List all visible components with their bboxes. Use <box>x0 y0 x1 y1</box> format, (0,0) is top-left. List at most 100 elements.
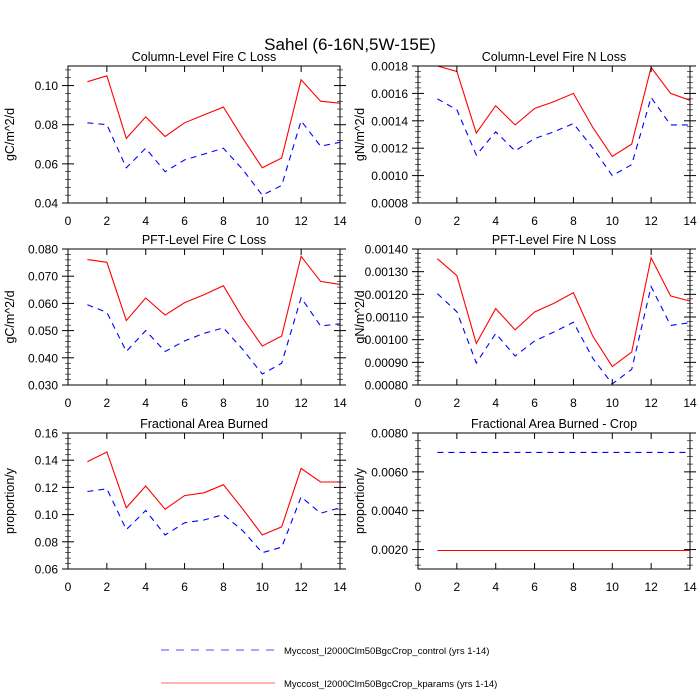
y-tick-label: 0.10 <box>35 79 59 93</box>
x-tick-label: 6 <box>531 396 538 410</box>
plot-frame <box>67 432 341 570</box>
y-axis-label: gC/m^2/d <box>3 108 17 161</box>
panel-title: Column-Level Fire C Loss <box>132 50 277 64</box>
x-tick-label: 6 <box>531 214 538 228</box>
x-tick-label: 10 <box>256 396 270 410</box>
y-tick-label: 0.0008 <box>371 197 408 211</box>
y-tick-label: 0.0060 <box>371 465 408 479</box>
panel-title: Fractional Area Burned <box>140 417 268 431</box>
x-tick-label: 2 <box>454 396 461 410</box>
x-tick-label: 2 <box>454 580 461 594</box>
panel-title: PFT-Level Fire N Loss <box>492 233 616 247</box>
legend-label-kparams: Myccost_I2000Clm50BgcCrop_kparams (yrs 1… <box>284 679 497 690</box>
legend: Myccost_I2000Clm50BgcCrop_control (yrs 1… <box>161 646 497 690</box>
y-tick-label: 0.0080 <box>371 427 408 441</box>
x-tick-label: 12 <box>294 214 308 228</box>
series-line-kparams <box>87 75 341 169</box>
x-tick-label: 8 <box>220 580 227 594</box>
x-tick-label: 14 <box>333 214 347 228</box>
y-tick-label: 0.0020 <box>371 543 408 557</box>
x-tick-label: 10 <box>606 214 620 228</box>
panel-3: 0 2 4 6 8 10 12 14 0.00080 0.00090 0.00100 0.00110 0… <box>353 233 697 410</box>
x-tick-label: 0 <box>65 580 72 594</box>
series-line-kparams <box>87 451 340 536</box>
x-tick-label: 4 <box>492 214 499 228</box>
x-tick-label: 4 <box>142 396 149 410</box>
y-tick-label: 0.00100 <box>365 333 409 347</box>
x-tick-label: 12 <box>644 396 658 410</box>
x-tick-label: 2 <box>454 214 461 228</box>
y-tick-label: 0.12 <box>35 481 59 495</box>
panel-title: Fractional Area Burned - Crop <box>471 417 637 431</box>
x-tick-label: 4 <box>142 580 149 594</box>
x-tick-label: 6 <box>181 214 188 228</box>
x-tick-label: 8 <box>220 214 227 228</box>
y-tick-label: 0.0018 <box>371 60 408 74</box>
y-tick-label: 0.040 <box>28 351 58 365</box>
y-tick-label: 0.08 <box>35 118 59 132</box>
x-tick-label: 0 <box>415 580 422 594</box>
y-tick-label: 0.0014 <box>371 114 408 128</box>
y-tick-label: 0.06 <box>35 563 59 577</box>
y-axis-label: gN/m^2/d <box>353 290 367 343</box>
series-line-kparams <box>437 65 691 158</box>
series-line-kparams <box>87 255 341 347</box>
y-tick-label: 0.0010 <box>371 169 408 183</box>
y-tick-label: 0.070 <box>28 270 58 284</box>
x-tick-label: 12 <box>294 396 308 410</box>
y-tick-label: 0.16 <box>35 427 59 441</box>
series-line-kparams <box>437 256 691 368</box>
y-tick-label: 0.04 <box>35 197 59 211</box>
x-tick-label: 4 <box>492 396 499 410</box>
x-tick-label: 6 <box>531 580 538 594</box>
y-tick-label: 0.050 <box>28 324 58 338</box>
series-line-control <box>437 96 690 177</box>
x-tick-label: 0 <box>65 396 72 410</box>
panel-0: 0 2 4 6 8 10 12 14 0.04 0.06 0.08 0.10 Column-Level … <box>3 50 347 228</box>
series-line-control <box>87 488 341 554</box>
y-tick-label: 0.080 <box>28 243 58 257</box>
panel-title: PFT-Level Fire C Loss <box>142 233 266 247</box>
y-axis-label: gC/m^2/d <box>3 290 17 343</box>
x-tick-label: 12 <box>644 580 658 594</box>
y-tick-label: 0.0012 <box>371 142 408 156</box>
x-tick-label: 14 <box>683 214 697 228</box>
y-tick-label: 0.06 <box>35 157 59 171</box>
y-tick-label: 0.14 <box>35 454 59 468</box>
x-tick-label: 6 <box>181 396 188 410</box>
series-line-control <box>437 284 691 385</box>
x-tick-label: 4 <box>492 580 499 594</box>
x-tick-label: 14 <box>333 580 347 594</box>
x-tick-label: 0 <box>415 396 422 410</box>
figure-title: Sahel (6-16N,5W-15E) <box>264 35 436 54</box>
x-tick-label: 14 <box>683 580 697 594</box>
y-tick-label: 0.00090 <box>365 356 409 370</box>
panels: 0 2 4 6 8 10 12 14 0.04 0.06 0.08 0.10 Column-Level … <box>3 50 697 594</box>
x-tick-label: 10 <box>256 580 270 594</box>
x-tick-label: 10 <box>606 580 620 594</box>
panel-2: 0 2 4 6 8 10 12 14 0.030 0.040 0.050 0.060 0.070 0.08… <box>3 233 347 410</box>
panel-1: 0 2 4 6 8 10 12 14 0.0008 0.0010 0.0012 0.0014 0.001… <box>353 50 697 228</box>
plot-frame <box>67 65 341 204</box>
y-tick-label: 0.00140 <box>365 243 409 257</box>
x-tick-label: 0 <box>65 214 72 228</box>
x-tick-label: 8 <box>220 396 227 410</box>
plot-frame <box>67 248 341 386</box>
x-tick-label: 8 <box>570 214 577 228</box>
y-tick-label: 0.00120 <box>365 288 409 302</box>
legend-label-control: Myccost_I2000Clm50BgcCrop_control (yrs 1… <box>284 646 489 657</box>
x-tick-label: 12 <box>294 580 308 594</box>
panel-5: 0 2 4 6 8 10 12 14 0.0020 0.0040 0.0060 0.0080 Fract… <box>353 417 697 594</box>
x-tick-label: 8 <box>570 396 577 410</box>
y-axis-label: proportion/y <box>3 467 17 534</box>
y-tick-label: 0.00080 <box>365 379 409 393</box>
series-line-control <box>87 296 341 375</box>
x-tick-label: 14 <box>333 396 347 410</box>
series-line-control <box>87 119 341 196</box>
y-axis-label: proportion/y <box>353 467 367 534</box>
x-tick-label: 2 <box>104 214 111 228</box>
y-axis-label: gN/m^2/d <box>353 108 367 161</box>
x-tick-label: 12 <box>644 214 658 228</box>
y-tick-label: 0.10 <box>35 508 59 522</box>
